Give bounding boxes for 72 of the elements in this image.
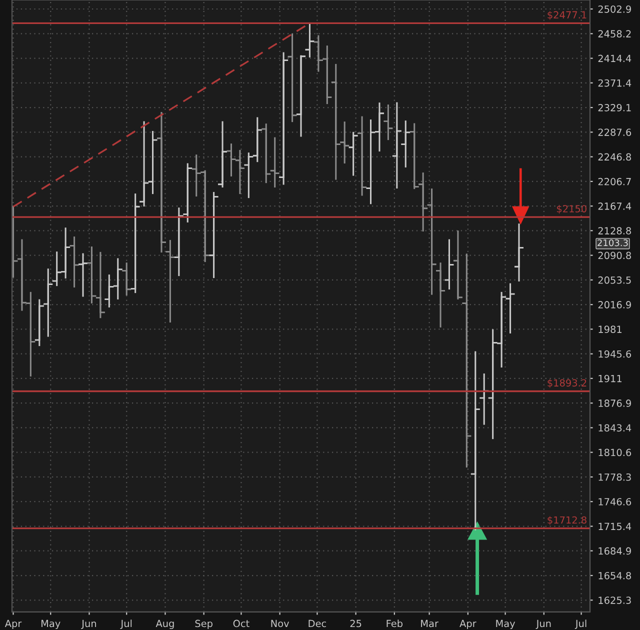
x-tick-label: Jul: [574, 620, 586, 629]
y-tick-label: 1625.3: [598, 596, 631, 604]
candlestick: [401, 120, 410, 168]
x-tick-label: Feb: [386, 620, 402, 628]
y-tick-label: 2329.1: [598, 104, 631, 112]
y-tick-label: 2414.4: [598, 54, 632, 62]
candlestick: [279, 52, 288, 185]
candlestick: [218, 121, 228, 188]
candlestick: [96, 252, 105, 318]
candlestick: [70, 236, 79, 288]
candlestick: [392, 102, 402, 188]
candlestick: [270, 137, 280, 188]
y-tick-label: 2287.6: [598, 128, 632, 136]
y-tick-label: 1684.9: [598, 547, 631, 555]
candlestick: [470, 351, 480, 530]
candlestick: [444, 239, 454, 290]
ref-line-label: $1712.8: [548, 516, 586, 525]
y-tick-label: 2090.8: [598, 252, 631, 260]
y-tick-label: 1746.6: [598, 498, 632, 506]
x-tick-label: Apr: [460, 620, 476, 630]
x-tick-label: Jul: [120, 620, 132, 629]
y-tick-label: 1843.4: [598, 424, 632, 432]
candlestick: [348, 132, 358, 176]
y-tick-label: 2016.9: [598, 301, 631, 308]
candlestick: [305, 22, 314, 58]
y-tick-label: 2206.7: [598, 178, 631, 186]
x-tick-label: Jun: [81, 620, 96, 629]
y-tick-label: 2053.5: [598, 276, 631, 284]
x-tick-label: Mar: [421, 620, 438, 628]
candlestick: [122, 262, 132, 296]
candlestick: [130, 194, 140, 294]
x-tick-label: May: [496, 620, 516, 630]
candlestick: [427, 188, 436, 295]
candlestick: [166, 240, 175, 322]
y-tick-label: 1654.8: [598, 572, 631, 580]
candlestick: [514, 224, 524, 282]
candlestick: [156, 112, 166, 252]
y-tick-label: 1876.9: [598, 400, 631, 407]
candlestick: [436, 262, 446, 328]
ref-line-label: $1893.2: [548, 379, 586, 388]
candlestick: [262, 124, 271, 184]
candlestick: [506, 283, 515, 334]
y-tick-label: 1778.3: [598, 473, 631, 481]
x-tick-label: May: [42, 620, 60, 630]
y-tick-label: 2246.8: [598, 153, 631, 161]
y-tick-label: 2458.2: [598, 30, 631, 38]
y-tick-label: 1945.6: [598, 350, 632, 358]
text: 2103.3: [598, 239, 628, 246]
x-tick-label: Dec: [308, 620, 326, 628]
y-tick-label: 2128.8: [598, 227, 631, 234]
x-tick-label: 25: [350, 620, 362, 628]
ref-line-label: $2477.1: [548, 10, 586, 20]
x-tick-label: Oct: [233, 620, 250, 628]
y-tick-label: 1911: [598, 374, 622, 382]
candlestick: [87, 246, 96, 304]
y-tick-label: 1810.6: [598, 448, 632, 456]
y-tick-label: 1715.4: [598, 522, 632, 530]
candlestick: [209, 192, 218, 278]
x-tick-label: Jun: [536, 620, 551, 629]
candlestick: [78, 253, 88, 297]
candlestick: [384, 104, 393, 140]
x-tick-label: Apr: [4, 620, 22, 630]
y-tick-label: 1981: [598, 326, 622, 333]
y-tick-label: 2502.9: [598, 5, 631, 13]
y-tick-label: 2371.4: [598, 79, 632, 87]
candlestick: [358, 116, 367, 196]
candlestick: [288, 34, 297, 122]
x-tick-label: Aug: [156, 620, 174, 630]
y-tick-label: 2167.4: [598, 202, 632, 210]
x-tick-label: Nov: [271, 620, 290, 628]
ref-line-label: $2150: [556, 204, 586, 214]
x-tick-label: Sep: [195, 620, 212, 630]
